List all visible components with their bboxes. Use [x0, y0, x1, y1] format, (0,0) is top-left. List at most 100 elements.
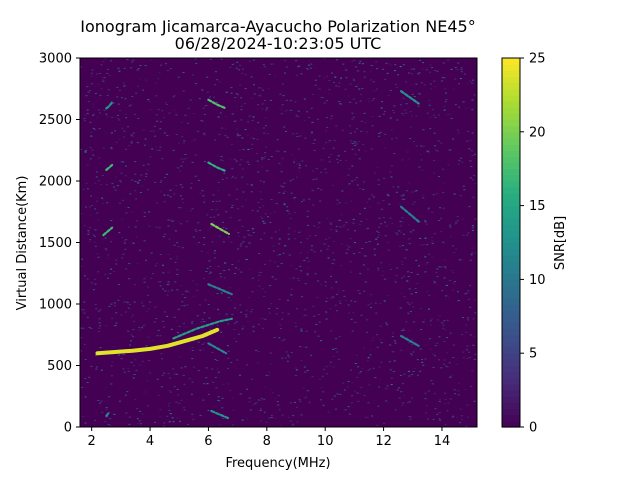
heatmap-cell [182, 90, 185, 92]
heatmap-cell [348, 312, 350, 314]
heatmap-cell [89, 158, 92, 160]
heatmap-cell [277, 150, 280, 152]
heatmap-cell [367, 370, 370, 371]
heatmap-cell [233, 158, 236, 160]
heatmap-cell [324, 168, 327, 170]
heatmap-cell [102, 61, 105, 62]
heatmap-cell [147, 336, 150, 338]
heatmap-cell [238, 235, 240, 237]
heatmap-cell [429, 83, 432, 85]
heatmap-cell [351, 148, 354, 150]
heatmap-cell [181, 247, 184, 249]
heatmap-cell [337, 292, 340, 294]
heatmap-cell [172, 96, 175, 98]
heatmap-cell [124, 175, 127, 177]
heatmap-cell [135, 369, 138, 371]
heatmap-cell [225, 313, 228, 315]
colorbar-segment [502, 76, 520, 84]
heatmap-cell [368, 384, 371, 386]
heatmap-cell [126, 301, 129, 303]
heatmap-cell [135, 198, 138, 200]
heatmap-cell [215, 200, 218, 202]
heatmap-cell [452, 88, 455, 90]
colorbar-segment [502, 396, 520, 403]
heatmap-cell [294, 322, 297, 324]
heatmap-cell [396, 119, 399, 121]
heatmap-cell [383, 300, 386, 302]
heatmap-cell [442, 168, 445, 170]
heatmap-cell [143, 179, 146, 181]
heatmap-cell [358, 292, 361, 294]
heatmap-cell [132, 365, 135, 366]
heatmap-cell [180, 122, 183, 123]
heatmap-cell [263, 181, 265, 183]
heatmap-cell [284, 111, 287, 113]
heatmap-cell [284, 72, 286, 74]
heatmap-cell [237, 208, 239, 210]
heatmap-cell [353, 253, 356, 255]
heatmap-cell [426, 262, 429, 263]
heatmap-cell [203, 244, 205, 246]
heatmap-cell [186, 157, 188, 159]
heatmap-cell [264, 213, 267, 215]
heatmap-cell [98, 327, 101, 329]
heatmap-cell [455, 417, 458, 418]
heatmap-cell [419, 93, 421, 95]
heatmap-cell [230, 92, 233, 94]
heatmap-cell [98, 109, 101, 111]
heatmap-cell [145, 176, 148, 177]
colorbar-segment [502, 260, 520, 268]
heatmap-cell [338, 86, 341, 88]
heatmap-cell [268, 307, 271, 309]
heatmap-cell [347, 174, 350, 176]
heatmap-cell [239, 374, 241, 376]
heatmap-cell [286, 210, 289, 211]
heatmap-cell [90, 214, 93, 216]
heatmap-cell [283, 151, 286, 153]
heatmap-cell [110, 383, 113, 385]
heatmap-cell [360, 120, 363, 122]
heatmap-cell [261, 288, 264, 290]
heatmap-cell [218, 134, 221, 135]
heatmap-cell [96, 197, 99, 199]
heatmap-cell [313, 149, 316, 151]
heatmap-cell [378, 115, 381, 117]
heatmap-cell [101, 174, 104, 176]
heatmap-cell [121, 237, 124, 238]
heatmap-cell [241, 73, 244, 74]
heatmap-cell [197, 130, 200, 132]
heatmap-cell [305, 396, 308, 398]
heatmap-cell [300, 328, 303, 330]
heatmap-cell [116, 115, 119, 116]
heatmap-cell [325, 297, 328, 299]
heatmap-cell [372, 399, 375, 401]
echo-trace [207, 283, 233, 296]
heatmap-cell [247, 121, 249, 123]
heatmap-cell [84, 378, 87, 380]
heatmap-cell [362, 63, 364, 65]
heatmap-cell [466, 357, 469, 359]
heatmap-cell [312, 143, 315, 144]
heatmap-cell [400, 195, 403, 197]
heatmap-cell [141, 185, 144, 187]
heatmap-cell [420, 145, 423, 147]
heatmap-cell [203, 321, 206, 322]
heatmap-cell [379, 302, 382, 304]
heatmap-cell [182, 407, 185, 409]
heatmap-cell [146, 189, 149, 191]
heatmap-cell [372, 81, 375, 83]
heatmap-cell [440, 266, 443, 268]
colorbar-segment [502, 199, 520, 207]
heatmap-cell [192, 340, 195, 342]
heatmap-cell [300, 330, 303, 332]
heatmap-cell [88, 326, 91, 328]
heatmap-cell [264, 318, 267, 320]
colorbar-segment [502, 107, 520, 114]
heatmap-cell [390, 268, 392, 270]
heatmap-cell [293, 159, 296, 161]
heatmap-cell [156, 378, 159, 380]
heatmap-cell [88, 90, 91, 92]
heatmap-cell [91, 69, 94, 71]
heatmap-cell [372, 367, 375, 369]
heatmap-cell [314, 84, 317, 86]
